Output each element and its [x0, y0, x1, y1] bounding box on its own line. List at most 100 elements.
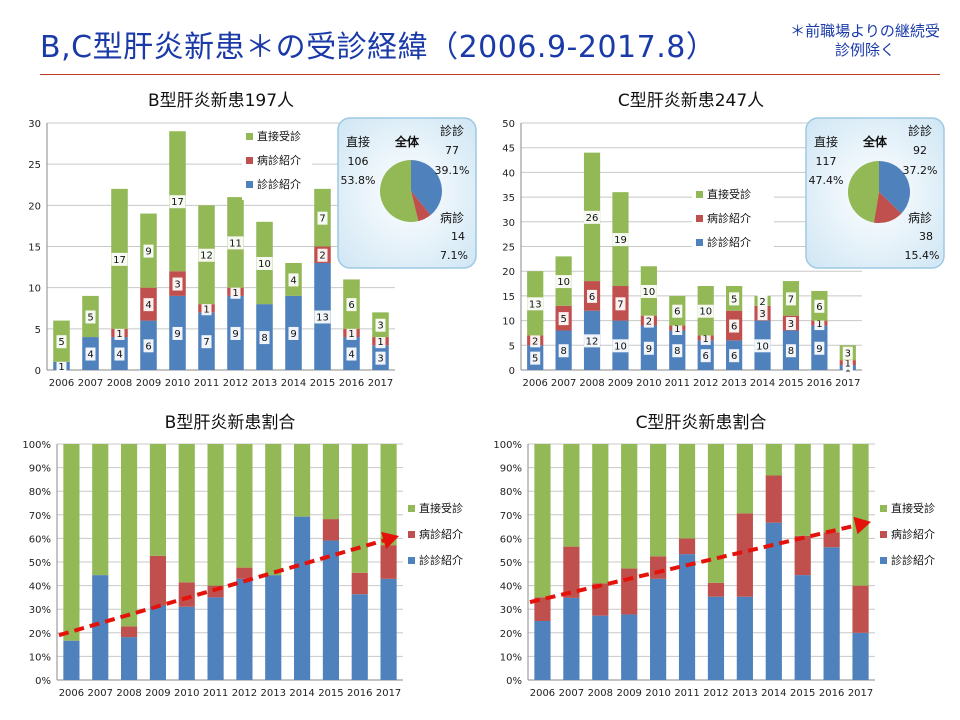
x-tick-label: 2014 [750, 378, 775, 389]
data-label: 12 [586, 336, 599, 347]
bar-2006-直接受診 [534, 444, 551, 598]
bar-2010-直接受診 [178, 444, 195, 583]
data-label: 4 [145, 300, 151, 311]
x-tick-label: 2008 [116, 688, 141, 699]
y-tick-label: 60% [29, 534, 51, 545]
data-label-bg [729, 349, 740, 363]
bar-2006-病診紹介 [534, 597, 551, 621]
data-label-bg [375, 318, 386, 332]
data-label-bg [700, 349, 711, 363]
data-label: 5 [87, 312, 93, 323]
x-tick-label: 2011 [665, 378, 690, 389]
x-tick-label: 2014 [761, 688, 786, 699]
y-tick-label: 40% [500, 582, 522, 593]
data-label: 6 [731, 322, 737, 333]
legend-label: 直接受診 [707, 187, 751, 201]
bar-2011-診診紹介 [678, 554, 696, 680]
y-tick-label: 20 [28, 201, 41, 212]
y-tick-label: 0% [506, 676, 522, 687]
data-label: 26 [586, 213, 599, 224]
data-label: 9 [290, 329, 296, 340]
data-label: 4 [290, 275, 296, 286]
data-label-bg [612, 233, 629, 247]
data-label-bg [754, 339, 771, 353]
data-label-bg [584, 334, 601, 348]
bar-2012-直接受診 [236, 444, 253, 568]
data-label-bg [729, 319, 740, 333]
data-label-bg [346, 347, 357, 361]
bar-2010-診診紹介 [650, 578, 667, 680]
y-tick-label: 5 [35, 325, 41, 336]
bar-2013-直接受診 [736, 444, 753, 514]
data-label-bg [814, 341, 825, 355]
data-label-bg [288, 273, 299, 287]
y-tick-label: 45 [502, 144, 515, 155]
bar-2010-直接受診 [650, 444, 667, 557]
data-label-bg [230, 285, 241, 299]
legend-label: 病診紹介 [891, 527, 935, 541]
bar-2008-診診紹介 [592, 615, 609, 680]
x-tick-label: 2013 [732, 688, 757, 699]
data-label-bg [230, 326, 241, 340]
data-label-bg [697, 304, 714, 318]
bar-2013-診診紹介 [265, 575, 282, 680]
data-label-bg [201, 302, 212, 316]
data-label-bg [672, 344, 683, 358]
y-tick-label: 20% [500, 629, 522, 640]
data-label: 10 [614, 341, 627, 352]
data-label: 1 [348, 329, 354, 340]
data-label: 10 [756, 341, 769, 352]
y-tick-label: 25 [28, 160, 41, 171]
x-tick-label: 2009 [616, 688, 641, 699]
data-label-bg [757, 294, 768, 308]
x-tick-label: 2009 [608, 378, 633, 389]
data-label: 11 [229, 238, 242, 249]
bar-2015-病診紹介 [794, 535, 811, 576]
y-tick-label: 50 [502, 119, 515, 130]
legend-swatch [246, 157, 253, 164]
pie-percent: 53.8% [341, 174, 376, 187]
data-label-bg [85, 347, 96, 361]
data-label-bg [375, 351, 386, 365]
data-label: 3 [377, 354, 383, 365]
pie-count: 106 [348, 155, 369, 168]
pie-percent: 47.4% [809, 174, 844, 187]
y-tick-label: 100% [493, 440, 522, 451]
bar-2009-診診紹介 [149, 605, 166, 680]
bar-2007-病診紹介 [563, 546, 580, 598]
bar-2007-直接受診 [92, 444, 109, 576]
x-tick-label: 2010 [165, 378, 190, 389]
bar-2013-直接受診 [265, 444, 282, 576]
bar-2016-直接受診 [823, 444, 840, 533]
bar-2017-病診紹介 [852, 585, 869, 633]
data-label: 5 [560, 314, 566, 325]
bar-2011-直接受診 [678, 444, 696, 539]
data-label: 1 [377, 337, 383, 348]
data-label-bg [143, 244, 154, 258]
bar-2017-直接受診 [852, 444, 869, 586]
data-label-bg [198, 248, 215, 262]
data-label: 1 [232, 288, 238, 299]
data-label: 5 [532, 354, 538, 365]
y-tick-label: 70% [500, 511, 522, 522]
x-tick-label: 2007 [551, 378, 576, 389]
data-label: 7 [319, 214, 325, 225]
bar-2008-病診紹介 [121, 626, 138, 638]
data-label: 4 [116, 350, 122, 361]
data-label-bg [172, 326, 183, 340]
bar-2009-病診紹介 [621, 568, 638, 615]
data-label: 5 [731, 294, 737, 305]
y-tick-label: 50% [500, 558, 522, 569]
x-tick-label: 2015 [778, 378, 803, 389]
data-label: 10 [643, 287, 656, 298]
chart-title: C型肝炎新患割合 [636, 413, 767, 433]
x-tick-label: 2012 [223, 378, 248, 389]
bar-2015-診診紹介 [322, 540, 339, 680]
chart-b-ratio: B型肝炎新患割合 0% 10% 20% 30% 40% 50% 60% 70% 80% 90% 100… [22, 413, 463, 699]
bar-2015-診診紹介 [794, 575, 811, 680]
x-tick-label: 2015 [310, 378, 335, 389]
chart-c-count: C型肝炎新患247人051015202530354045505213200685… [502, 91, 945, 389]
pie-label: 診診 [908, 123, 932, 138]
data-label: 1 [58, 362, 64, 373]
x-tick-label: 2008 [579, 378, 604, 389]
